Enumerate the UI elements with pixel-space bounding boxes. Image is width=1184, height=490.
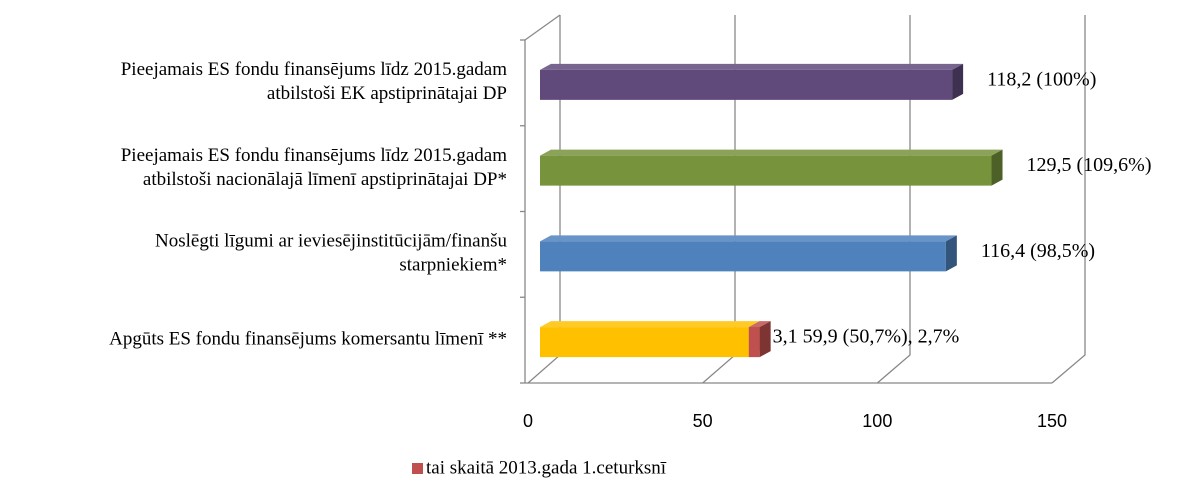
category-label: starpniekiem* xyxy=(399,255,507,276)
data-label: 118,2 (100%) xyxy=(987,68,1096,90)
data-label: 116,4 (98,5%) xyxy=(981,240,1095,262)
bar-top xyxy=(540,63,964,70)
legend-swatch xyxy=(412,463,423,474)
category-label: Apgūts ES fondu finansējums komersantu l… xyxy=(109,328,507,349)
data-label: 59,9 (50,7%), 2,7% xyxy=(803,326,960,348)
category-label: atbilstoši nacionālajā līmenī apstiprinā… xyxy=(143,169,507,190)
category-label: Pieejamais ES fondu finansējums līdz 201… xyxy=(121,59,507,80)
x-tick-label: 0 xyxy=(523,411,533,431)
x-tick-label: 100 xyxy=(862,411,892,431)
x-tick-label: 150 xyxy=(1037,411,1067,431)
legend-label: tai skaitā 2013.gada 1.ceturksnī xyxy=(426,457,667,478)
bar xyxy=(540,327,749,358)
bar-side xyxy=(991,149,1003,186)
bar-top xyxy=(540,321,760,328)
bar-top xyxy=(540,149,1003,156)
bar-side xyxy=(759,321,771,358)
data-label: 129,5 (109,6%) xyxy=(1027,154,1152,176)
category-label: Pieejamais ES fondu finansējums līdz 201… xyxy=(121,145,507,166)
left-wall-top xyxy=(524,14,561,41)
bar-top xyxy=(748,321,771,328)
bar-top xyxy=(540,235,957,242)
bar-side xyxy=(952,63,964,100)
data-label: 3,1 xyxy=(773,326,798,348)
bar xyxy=(540,155,992,186)
bar xyxy=(540,241,946,272)
category-label: atbilstoši EK apstiprinātajai DP xyxy=(267,83,507,104)
bar xyxy=(748,327,760,358)
grid-line xyxy=(876,15,911,384)
category-label: Noslēgti līgumi ar ieviesējinstitūcijām/… xyxy=(155,231,507,252)
bar-side xyxy=(945,235,957,272)
x-tick-label: 50 xyxy=(693,411,713,431)
grid-line xyxy=(1051,15,1086,384)
bar xyxy=(540,69,953,100)
